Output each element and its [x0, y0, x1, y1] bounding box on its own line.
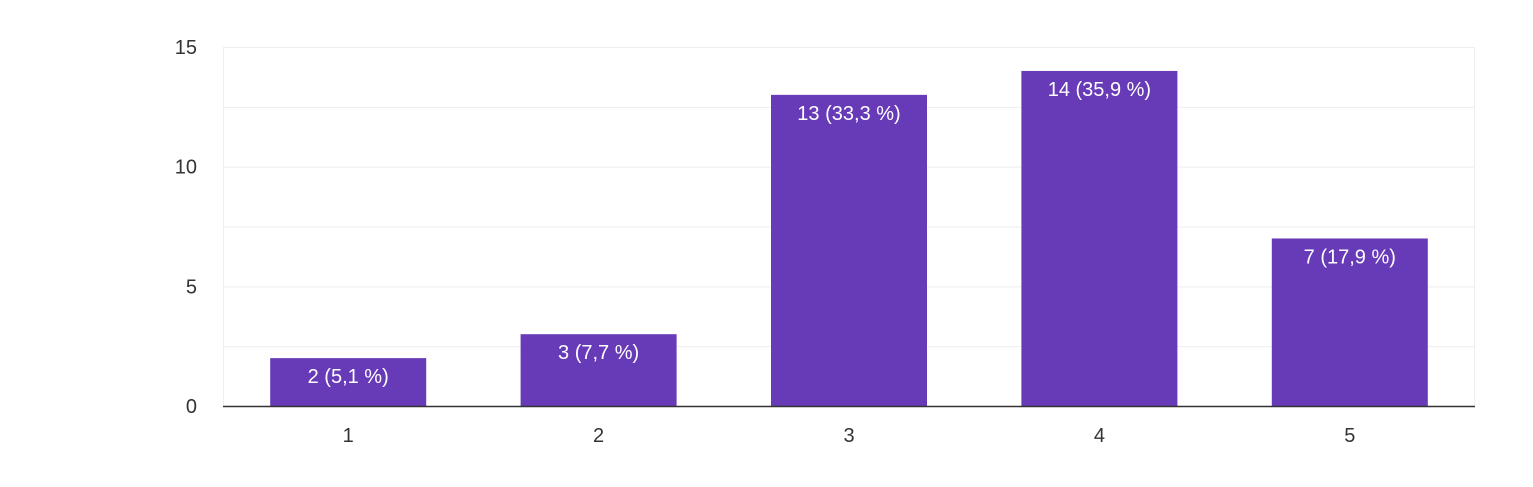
x-tick-label: 2 — [593, 425, 604, 447]
x-tick-label: 4 — [1094, 425, 1105, 447]
bar-5[interactable] — [1271, 238, 1428, 406]
bar-2[interactable] — [520, 334, 677, 406]
x-tick-label: 1 — [343, 425, 354, 447]
x-axis-ticks: 1 2 3 4 5 — [343, 425, 1356, 447]
y-tick-label: 15 — [175, 37, 197, 59]
data-label: 3 (7,7 %) — [558, 342, 639, 364]
data-label: 14 (35,9 %) — [1048, 79, 1151, 101]
y-axis-ticks: 0 5 10 15 — [175, 37, 197, 418]
y-tick-label: 5 — [186, 276, 197, 298]
data-label: 7 (17,9 %) — [1304, 246, 1396, 268]
bar-1[interactable] — [270, 358, 427, 406]
x-tick-label: 5 — [1344, 425, 1355, 447]
bars — [270, 70, 1428, 406]
bar-3[interactable] — [771, 94, 927, 406]
x-tick-label: 3 — [843, 425, 854, 447]
data-labels: 2 (5,1 %) 3 (7,7 %) 13 (33,3 %) 14 (35,9 %)… — [308, 79, 1396, 388]
data-label: 2 (5,1 %) — [308, 366, 389, 388]
bar-4[interactable] — [1021, 70, 1178, 406]
y-tick-label: 0 — [186, 396, 197, 418]
data-label: 13 (33,3 %) — [797, 103, 900, 125]
y-tick-label: 10 — [175, 157, 197, 179]
